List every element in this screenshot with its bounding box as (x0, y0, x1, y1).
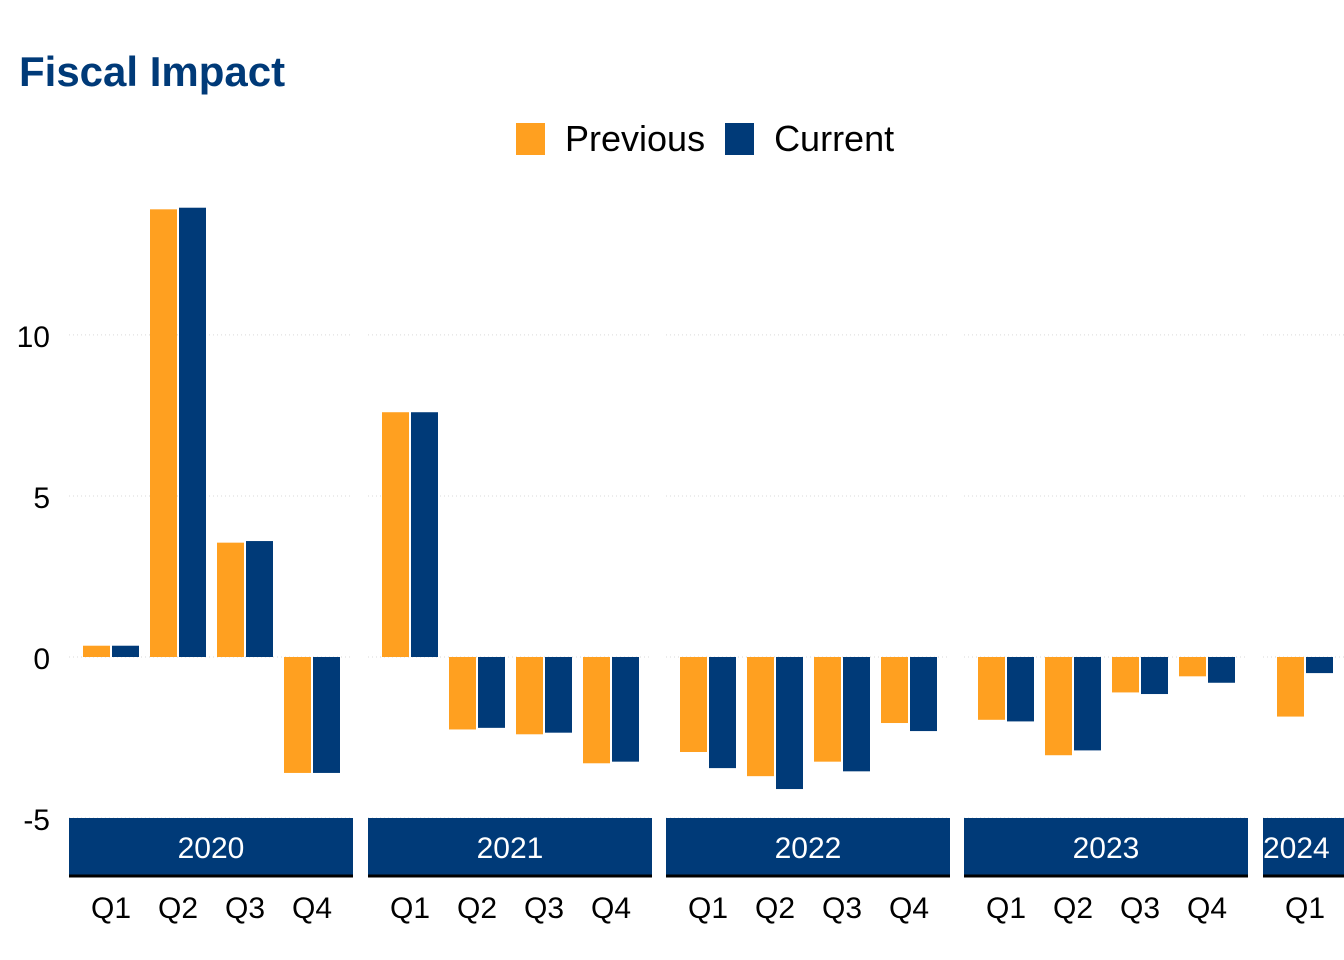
bar-current-2023-q3 (1141, 656, 1168, 695)
y-tick-label: -5 (23, 804, 50, 837)
bar-previous-2021-q4 (583, 656, 610, 764)
bar-previous-2023-q1 (978, 656, 1005, 720)
bar-previous-2023-q4 (1179, 656, 1206, 677)
x-tick-label: Q2 (755, 892, 795, 925)
x-tick-label: Q4 (591, 892, 631, 925)
bar-current-2024-q1 (1306, 656, 1333, 674)
y-tick-label: 10 (17, 321, 50, 354)
x-tick-label: Q3 (524, 892, 564, 925)
bar-previous-2023-q3 (1112, 656, 1139, 693)
bar-previous-2021-q3 (516, 656, 543, 735)
legend-label-current: Current (774, 118, 895, 159)
year-strip (666, 818, 950, 876)
bar-current-2022-q4 (910, 656, 937, 732)
year-strip (964, 818, 1248, 876)
x-tick-label: Q4 (889, 892, 929, 925)
bar-current-2023-q2 (1074, 656, 1101, 751)
y-tick-label: 5 (33, 482, 50, 515)
year-strip (368, 818, 652, 876)
x-tick-label: Q2 (158, 892, 198, 925)
x-tick-label: Q2 (1053, 892, 1093, 925)
x-tick-label: Q3 (822, 892, 862, 925)
bar-previous-2022-q4 (881, 656, 908, 724)
year-label: 2024 (1263, 832, 1330, 865)
year-label: 2021 (477, 832, 544, 865)
x-tick-label: Q1 (688, 892, 728, 925)
bar-current-2022-q2 (776, 656, 803, 790)
bar-previous-2021-q2 (449, 656, 476, 730)
bar-current-2020-q2 (179, 207, 206, 657)
legend-item-current: Current (725, 118, 894, 160)
year-label: 2022 (775, 832, 842, 865)
x-tick-label: Q3 (1120, 892, 1160, 925)
legend: Previous Current (516, 118, 914, 160)
bar-previous-2020-q4 (284, 656, 311, 773)
legend-swatch-previous (516, 123, 545, 155)
bar-current-2022-q3 (843, 656, 870, 772)
year-label: 2023 (1073, 832, 1140, 865)
bar-previous-2021-q1 (382, 412, 409, 657)
year-strip (1263, 818, 1344, 876)
year-strip (69, 818, 353, 876)
bar-previous-2022-q2 (747, 656, 774, 777)
x-tick-label: Q1 (1285, 892, 1325, 925)
x-tick-label: Q2 (457, 892, 497, 925)
x-tick-label: Q3 (225, 892, 265, 925)
x-tick-label: Q1 (986, 892, 1026, 925)
chart-title: Fiscal Impact (19, 48, 286, 95)
bar-current-2021-q2 (478, 656, 505, 728)
bar-current-2021-q4 (612, 656, 639, 762)
x-tick-label: Q4 (292, 892, 332, 925)
bar-current-2023-q1 (1007, 656, 1034, 722)
x-tick-label: Q4 (1187, 892, 1227, 925)
bar-current-2020-q4 (313, 656, 340, 773)
x-tick-label: Q1 (390, 892, 430, 925)
legend-label-previous: Previous (565, 118, 706, 159)
legend-swatch-current (725, 123, 755, 155)
bar-current-2020-q1 (112, 645, 139, 657)
bar-previous-2023-q2 (1045, 656, 1072, 756)
y-tick-label: 0 (33, 643, 50, 676)
bar-current-2022-q1 (709, 656, 736, 769)
bar-current-2023-q4 (1208, 656, 1235, 683)
bar-previous-2022-q3 (814, 656, 841, 762)
legend-item-previous: Previous (516, 118, 705, 160)
bar-previous-2020-q2 (150, 209, 177, 657)
x-tick-label: Q1 (91, 892, 131, 925)
bar-previous-2020-q3 (217, 542, 244, 657)
bar-previous-2024-q1 (1277, 656, 1304, 717)
bar-previous-2020-q1 (83, 645, 110, 657)
bar-current-2021-q1 (411, 412, 438, 657)
bar-current-2020-q3 (246, 541, 273, 657)
year-label: 2020 (178, 832, 245, 865)
bar-current-2021-q3 (545, 656, 572, 733)
bar-previous-2022-q1 (680, 656, 707, 753)
